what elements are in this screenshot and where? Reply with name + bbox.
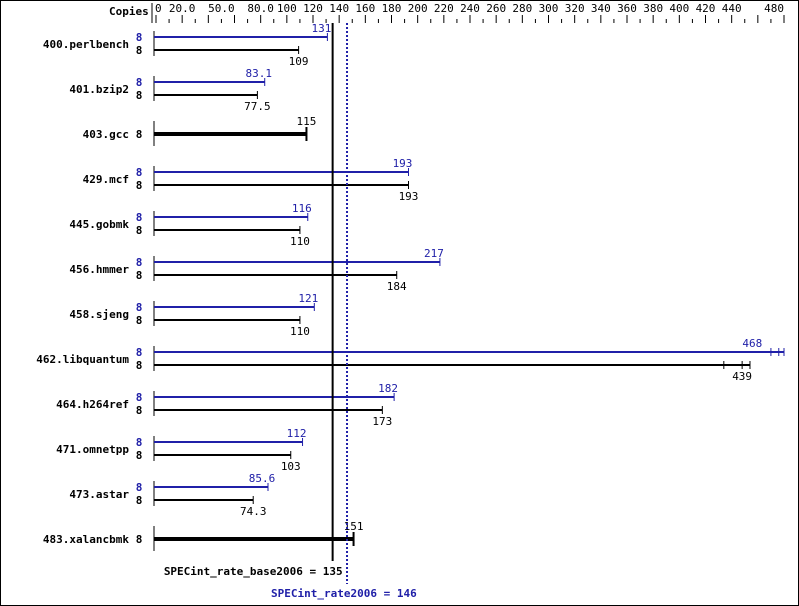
copies-label-peak: 8 [136,166,143,179]
peak-value-label: 112 [287,427,307,440]
copies-label-base: 8 [136,404,143,417]
base-value-label: 110 [290,235,310,248]
axis-tick-label: 220 [434,2,454,15]
axis-tick-label: 380 [643,2,663,15]
benchmark-row-483.xalancbmk: 483.xalancbmk 8 151 [43,520,364,551]
axis-tick-label: 100 [277,2,297,15]
benchmark-row-462.libquantum: 462.libquantum 8 468 8 439 [36,337,785,383]
copies-label-base: 8 [136,314,143,327]
peak-value-label: 182 [378,382,398,395]
benchmark-name: 400.perlbench [43,38,129,51]
base-value-label: 109 [289,55,309,68]
peak-value-label: 468 [742,337,762,350]
value-label: 115 [297,115,317,128]
benchmark-name: 401.bzip2 [69,83,129,96]
axis-tick-label: 360 [617,2,637,15]
benchmark-row-473.astar: 473.astar 8 85.6 8 74.3 [69,472,275,518]
copies-label-peak: 8 [136,391,143,404]
copies-label-base: 8 [136,269,143,282]
axis-tick-label: 480 [764,2,784,15]
benchmark-row-400.perlbench: 400.perlbench 8 131 8 109 [43,22,331,68]
axis-label-copies: Copies [109,5,149,18]
base-value-label: 103 [281,460,301,473]
axis-tick-label: 140 [329,2,349,15]
axis-tick-label: 20.0 [169,2,196,15]
copies-label-base: 8 [136,89,143,102]
copies-label-peak: 8 [136,256,143,269]
base-value-label: 439 [732,370,752,383]
benchmark-name: 462.libquantum [36,353,129,366]
benchmark-name: 456.hmmer [69,263,129,276]
copies-label: 8 [136,533,143,546]
copies-label-base: 8 [136,494,143,507]
copies-label-base: 8 [136,449,143,462]
benchmark-rows: 400.perlbench 8 131 8 109 401.bzip2 8 83.1 8 77.5… [36,22,785,551]
benchmark-name: 445.gobmk [69,218,129,231]
base-value-label: 173 [372,415,392,428]
base-reference-label: SPECint_rate_base2006 = 135 [164,565,343,578]
peak-reference-label: SPECint_rate2006 = 146 [271,587,417,600]
value-label: 151 [344,520,364,533]
copies-label-peak: 8 [136,481,143,494]
benchmark-row-456.hmmer: 456.hmmer 8 217 8 184 [69,247,443,293]
benchmark-row-403.gcc: 403.gcc 8 115 [83,115,317,146]
benchmark-name: 458.sjeng [69,308,129,321]
copies-label-peak: 8 [136,31,143,44]
copies-label: 8 [136,128,143,141]
reference-lines: SPECint_rate_base2006 = 135 SPECint_rate2… [164,23,417,600]
axis-tick-label: 180 [382,2,402,15]
axis-tick-label: 280 [512,2,532,15]
base-value-label: 77.5 [244,100,271,113]
peak-value-label: 131 [311,22,331,35]
peak-value-label: 121 [298,292,318,305]
benchmark-name: 403.gcc [83,128,129,141]
axis-tick-label: 400 [669,2,689,15]
axis-tick-label: 120 [303,2,323,15]
axis-tick-label: 320 [565,2,585,15]
benchmark-name: 471.omnetpp [56,443,129,456]
axis-tick-label: 50.0 [208,2,235,15]
peak-value-label: 116 [292,202,312,215]
benchmark-row-429.mcf: 429.mcf 8 193 8 193 [83,157,419,203]
axis-tick-label: 260 [486,2,506,15]
x-axis: 0 20.0 50.0 80.0 100 120 140 160 180 200 220 240 260… [155,2,785,23]
copies-label-base: 8 [136,359,143,372]
axis-tick-label: 80.0 [247,2,274,15]
copies-label-peak: 8 [136,76,143,89]
benchmark-row-464.h264ref: 464.h264ref 8 182 8 173 [56,382,398,428]
copies-label-peak: 8 [136,436,143,449]
base-value-label: 193 [399,190,419,203]
axis-tick-label: 240 [460,2,480,15]
axis-tick-label: 420 [696,2,716,15]
axis-tick-label: 300 [539,2,559,15]
benchmark-name: 429.mcf [83,173,129,186]
benchmark-name: 473.astar [69,488,129,501]
benchmark-row-401.bzip2: 401.bzip2 8 83.1 8 77.5 [69,67,272,113]
axis-tick-label: 340 [591,2,611,15]
base-value-label: 184 [387,280,407,293]
peak-value-label: 83.1 [245,67,272,80]
copies-label-base: 8 [136,179,143,192]
peak-value-label: 85.6 [249,472,276,485]
benchmark-row-445.gobmk: 445.gobmk 8 116 8 110 [69,202,311,248]
axis-tick-label: 200 [408,2,428,15]
copies-label-peak: 8 [136,346,143,359]
base-value-label: 110 [290,325,310,338]
axis-tick-label: 0 [155,2,162,15]
peak-value-label: 217 [424,247,444,260]
axis-tick-label: 160 [355,2,375,15]
benchmark-name: 483.xalancbmk [43,533,129,546]
copies-label-peak: 8 [136,301,143,314]
benchmark-row-458.sjeng: 458.sjeng 8 121 8 110 [69,292,318,338]
copies-label-base: 8 [136,44,143,57]
benchmark-row-471.omnetpp: 471.omnetpp 8 112 8 103 [56,427,306,473]
benchmark-name: 464.h264ref [56,398,129,411]
copies-label-peak: 8 [136,211,143,224]
copies-label-base: 8 [136,224,143,237]
base-value-label: 74.3 [240,505,267,518]
peak-value-label: 193 [393,157,413,170]
axis-tick-label: 440 [722,2,742,15]
